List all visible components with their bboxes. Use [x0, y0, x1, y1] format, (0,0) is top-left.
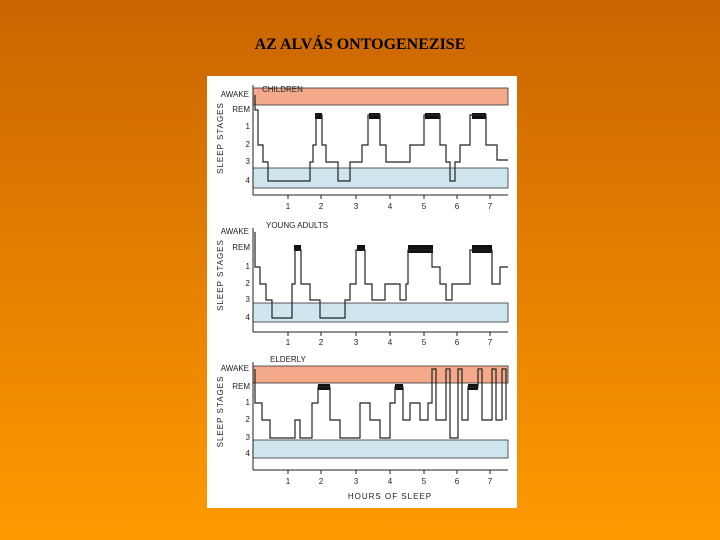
hour-label: 7	[488, 477, 493, 486]
stage-label: 1	[246, 398, 251, 407]
stage-label: REM	[232, 382, 250, 391]
hour-label: 7	[488, 202, 493, 211]
hypnograms	[254, 95, 508, 439]
stage-label: REM	[232, 243, 250, 252]
stage-label: AWAKE	[221, 364, 249, 373]
deep-sleep-band	[252, 167, 509, 189]
stage-label: 2	[246, 140, 251, 149]
hour-label: 4	[388, 202, 393, 211]
hour-label: 3	[354, 477, 359, 486]
panel-label: ELDERLY	[270, 355, 307, 364]
hour-label: 6	[455, 202, 460, 211]
hour-label: 4	[388, 338, 393, 347]
awake-band	[252, 365, 509, 384]
hour-label: 6	[455, 338, 460, 347]
stage-label: AWAKE	[221, 90, 249, 99]
stage-label: 3	[246, 295, 251, 304]
stage-label: 4	[246, 449, 251, 458]
hour-label: 3	[354, 202, 359, 211]
deep-sleep-band	[252, 302, 509, 323]
hour-label: 6	[455, 477, 460, 486]
slide-title: AZ ALVÁS ONTOGENEZISE	[254, 36, 466, 53]
x-axis-title: HOURS OF SLEEP	[348, 492, 432, 501]
stage-label: 4	[246, 313, 251, 322]
hour-label: 7	[488, 338, 493, 347]
y-axis-title: SLEEP STAGES	[216, 376, 225, 448]
y-axis-title: SLEEP STAGES	[216, 239, 225, 311]
stage-label: REM	[232, 105, 250, 114]
hour-label: 3	[354, 338, 359, 347]
panel-label: YOUNG ADULTS	[266, 221, 328, 230]
stage-label: 4	[246, 176, 251, 185]
panel-label: CHILDREN	[262, 85, 303, 94]
stage-label: AWAKE	[221, 227, 249, 236]
hour-label: 5	[422, 338, 427, 347]
hour-label: 2	[319, 202, 324, 211]
hour-label: 2	[319, 338, 324, 347]
deep-sleep-band	[252, 439, 509, 459]
hour-label: 5	[422, 202, 427, 211]
stage-label: 2	[246, 415, 251, 424]
y-axis-title: SLEEP STAGES	[216, 102, 225, 174]
hour-label: 1	[286, 338, 291, 347]
stage-label: 1	[246, 122, 251, 131]
hour-label: 4	[388, 477, 393, 486]
stage-label: 3	[246, 157, 251, 166]
stage-label: 3	[246, 433, 251, 442]
hour-label: 1	[286, 202, 291, 211]
hour-label: 5	[422, 477, 427, 486]
stage-label: 2	[246, 279, 251, 288]
hour-label: 2	[319, 477, 324, 486]
hour-label: 1	[286, 477, 291, 486]
stage-label: 1	[246, 262, 251, 271]
